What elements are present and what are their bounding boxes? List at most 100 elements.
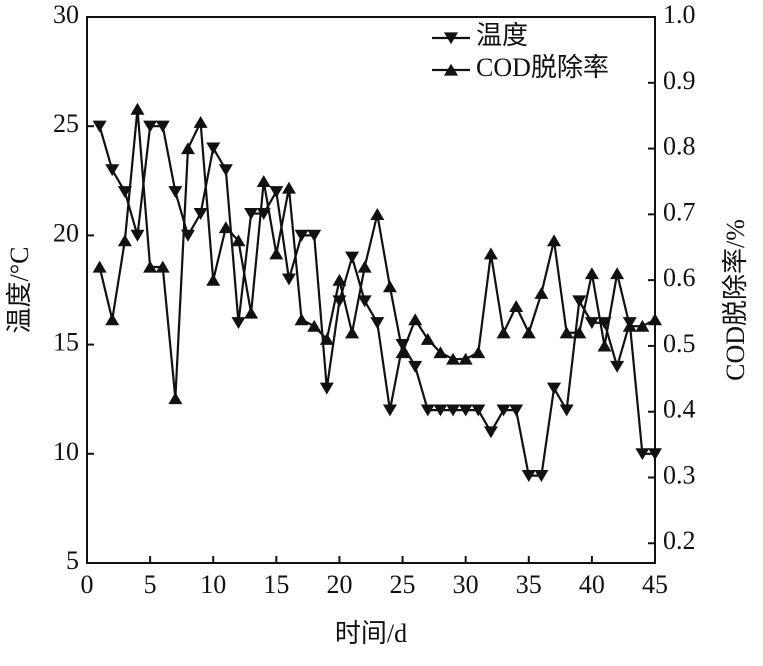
y2-tick-label: 0.6: [663, 263, 696, 292]
point: [319, 382, 334, 395]
point: [143, 120, 158, 133]
plot-frame: [86, 16, 656, 564]
legend-marker: [444, 32, 458, 45]
point: [509, 404, 524, 417]
x-tick-label: 40: [579, 570, 605, 599]
point: [521, 470, 536, 482]
point: [231, 234, 246, 247]
y-tick-label: 25: [53, 109, 79, 138]
point: [168, 186, 183, 199]
point: [433, 404, 448, 417]
point: [420, 404, 435, 417]
point: [130, 229, 145, 242]
point: [269, 186, 284, 199]
point: [256, 175, 271, 188]
y-axis-label: 温度/°C: [5, 247, 34, 334]
point: [572, 326, 587, 339]
point: [635, 319, 650, 332]
point: [231, 317, 246, 330]
point: [92, 260, 107, 273]
point: [483, 247, 498, 260]
point: [610, 360, 625, 373]
point: [648, 313, 662, 326]
point: [584, 267, 599, 280]
point: [345, 326, 360, 339]
point: [143, 260, 158, 273]
point: [458, 404, 473, 417]
point: [193, 115, 208, 128]
x-tick-label: 45: [642, 570, 668, 599]
y-tick-label: 20: [53, 218, 79, 247]
point: [319, 333, 334, 345]
point: [244, 306, 259, 319]
point: [105, 313, 120, 326]
point: [635, 448, 650, 461]
point: [307, 319, 322, 332]
point: [117, 186, 132, 199]
x-tick-label: 30: [453, 570, 479, 599]
point: [408, 313, 423, 326]
y-tick-label: 15: [53, 328, 79, 357]
point: [332, 273, 347, 286]
legend-label: COD脱除率: [476, 53, 609, 82]
x-tick-label: 5: [144, 570, 157, 599]
legend-label: 温度: [476, 21, 528, 50]
point: [307, 229, 322, 242]
point: [168, 392, 183, 405]
point: [572, 295, 587, 308]
point: [370, 208, 385, 220]
point: [446, 404, 461, 417]
point: [155, 120, 170, 133]
point: [218, 164, 233, 177]
x-tick-label: 35: [516, 570, 542, 599]
point: [584, 317, 599, 330]
y2-tick-label: 0.5: [663, 329, 696, 358]
point: [370, 317, 385, 330]
point: [534, 470, 549, 482]
point: [206, 273, 221, 286]
point: [547, 234, 562, 247]
point: [648, 448, 662, 461]
y2-tick-label: 0.2: [663, 526, 696, 555]
point: [244, 207, 259, 220]
point: [559, 404, 574, 417]
y2-tick-label: 1.0: [663, 0, 696, 29]
point: [294, 313, 309, 326]
point: [92, 120, 107, 133]
point: [420, 333, 435, 345]
point: [458, 352, 473, 365]
point: [281, 181, 296, 194]
point: [357, 295, 372, 308]
x-tick-label: 15: [263, 570, 289, 599]
point: [294, 229, 309, 242]
point: [622, 319, 637, 332]
point: [117, 234, 132, 247]
point: [281, 273, 296, 286]
legend-marker: [444, 63, 458, 76]
point: [496, 326, 511, 339]
point: [345, 251, 360, 264]
point: [446, 352, 461, 365]
point: [471, 404, 486, 417]
point: [521, 326, 536, 339]
y-tick-label: 30: [53, 0, 79, 29]
point: [105, 164, 120, 177]
point: [180, 142, 195, 155]
point: [382, 280, 397, 293]
y2-tick-label: 0.7: [663, 197, 696, 226]
point: [382, 404, 397, 417]
point: [559, 326, 574, 339]
x-tick-label: 0: [81, 570, 94, 599]
point: [155, 260, 170, 273]
point: [130, 102, 145, 115]
point: [408, 360, 423, 373]
y-tick-label: 10: [53, 437, 79, 466]
x-tick-label: 20: [326, 570, 352, 599]
y2-tick-label: 0.9: [663, 66, 696, 95]
point: [509, 300, 524, 313]
point: [597, 339, 612, 352]
x-tick-label: 25: [390, 570, 416, 599]
y2-tick-label: 0.8: [663, 132, 696, 161]
point: [610, 267, 625, 280]
point: [483, 426, 498, 439]
